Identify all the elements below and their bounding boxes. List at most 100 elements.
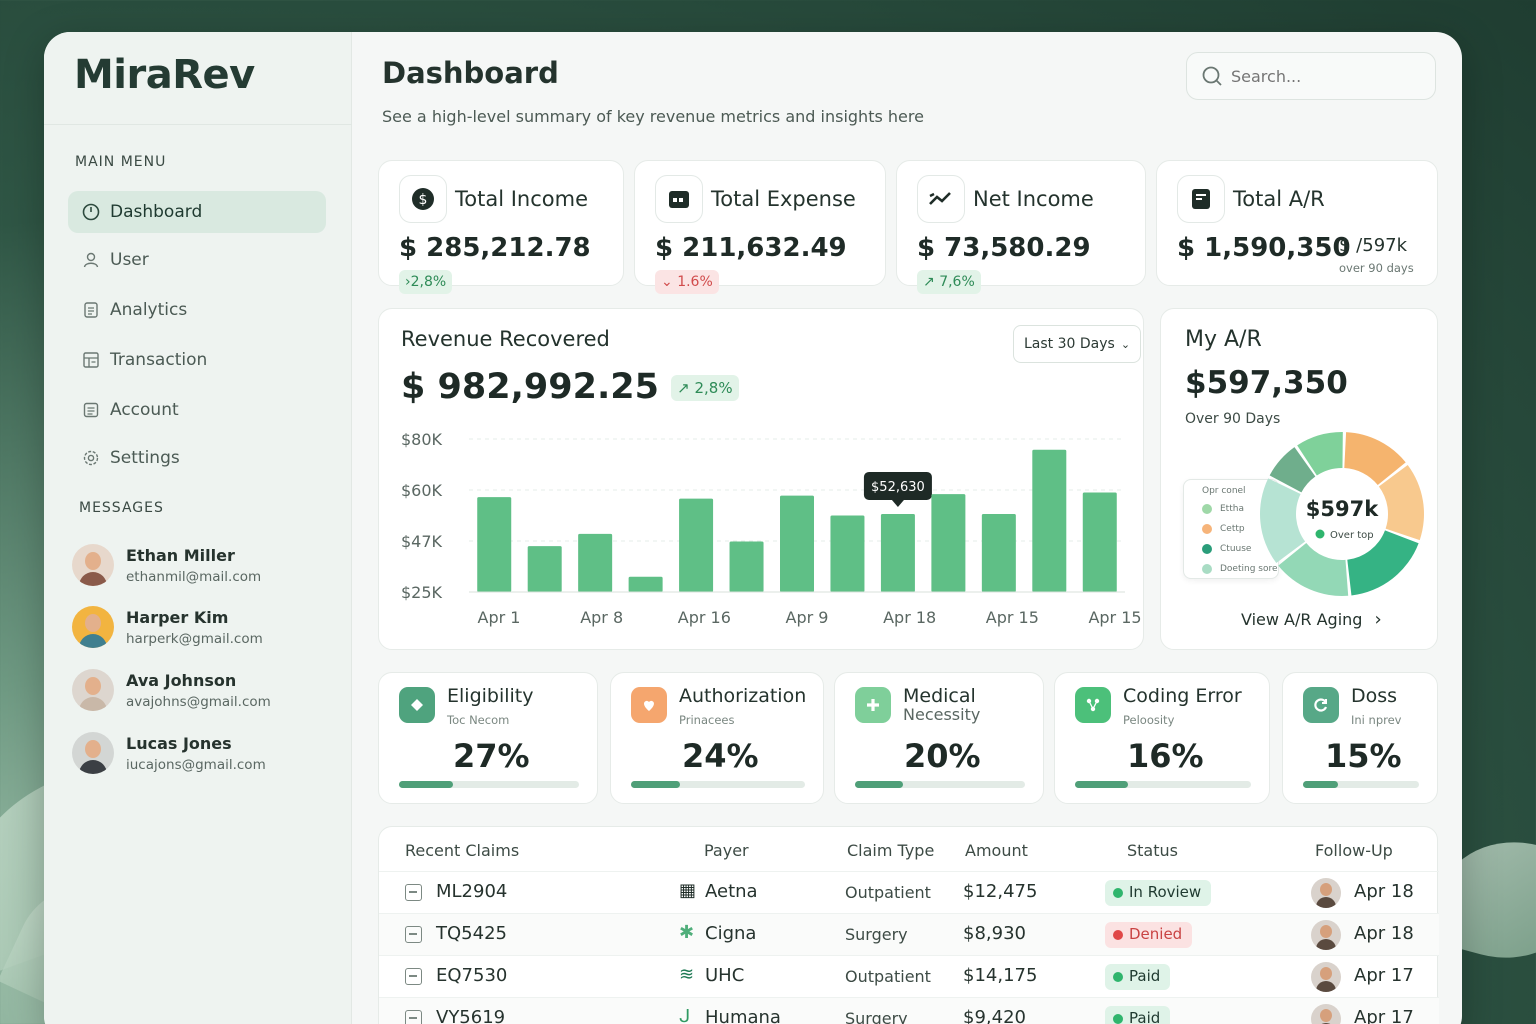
- payer-logo-icon: ✱: [679, 922, 695, 943]
- sidebar-item-settings[interactable]: Settings: [68, 437, 326, 479]
- stat-subtitle: Peloosity: [1123, 713, 1175, 727]
- chevron-down-icon: ⌄: [1120, 337, 1131, 351]
- message-item[interactable]: Ethan Miller ethanmil@mail.com: [72, 544, 261, 586]
- x-tick-label: Apr 9: [786, 608, 829, 627]
- chart-bar[interactable]: [1032, 449, 1067, 592]
- message-email: ethanmil@mail.com: [126, 568, 262, 585]
- chart-bar[interactable]: [628, 576, 663, 592]
- payer-name: UHC: [705, 965, 745, 986]
- donut-segment[interactable]: [1347, 530, 1419, 596]
- search-input[interactable]: [1231, 66, 1421, 86]
- donut-segment[interactable]: [1297, 432, 1343, 476]
- chart-bar[interactable]: [931, 494, 966, 592]
- status-badge: Paid: [1105, 964, 1171, 990]
- stat-card-authorization[interactable]: Authorization Prinacees 24%: [610, 672, 824, 804]
- stat-card-eligibility[interactable]: Eligibility Toc Necom 27%: [378, 672, 598, 804]
- donut-segment[interactable]: [1269, 447, 1316, 493]
- x-tick-label: Apr 18: [883, 608, 936, 627]
- sidebar-item-account[interactable]: Account: [68, 389, 326, 431]
- row-checkbox[interactable]: [405, 1010, 422, 1024]
- kpi-amount: $ 285,212.78: [399, 233, 591, 263]
- claim-id: TQ5425: [436, 923, 507, 944]
- revenue-amount: $ 982,992.25: [401, 367, 659, 407]
- date-range-dropdown[interactable]: Last 30 Days ⌄: [1013, 325, 1142, 363]
- avatar: [72, 732, 114, 774]
- legend-item: Ctuuse: [1202, 544, 1251, 554]
- kpi-value: $ 73,580.29 ↗ 7,6%: [917, 233, 1145, 294]
- table-row[interactable]: EQ7530 ≋ UHC Outpatient $14,175 Paid Apr…: [379, 955, 1439, 997]
- sidebar-item-dashboard[interactable]: Dashboard: [68, 191, 326, 233]
- main-content: Dashboard See a high-level summary of ke…: [352, 32, 1462, 1024]
- payer-logo-icon: ▦: [679, 880, 697, 901]
- chart-bar[interactable]: [477, 497, 512, 592]
- table-row[interactable]: VY5619 ᒍ Humana Surgery $9,420 Paid Apr …: [379, 997, 1439, 1024]
- dropdown-label: Last 30 Days: [1024, 336, 1115, 352]
- sidebar-item-analytics[interactable]: Analytics: [68, 289, 326, 331]
- stat-card-medical[interactable]: Medical Necessity 20%: [834, 672, 1044, 804]
- legend-label: Ettha: [1220, 504, 1244, 514]
- row-checkbox[interactable]: [405, 926, 422, 943]
- column-header: Follow-Up: [1315, 841, 1393, 860]
- table-row[interactable]: TQ5425 ✱ Cigna Surgery $8,930 Denied Apr…: [379, 913, 1439, 955]
- stat-card-coding-error[interactable]: Coding Error Peloosity 16%: [1054, 672, 1270, 804]
- y-tick-label: $80K: [401, 430, 443, 449]
- row-checkbox[interactable]: [405, 968, 422, 985]
- message-item[interactable]: Lucas Jones iucajons@gmail.com: [72, 732, 266, 774]
- revenue-change-badge: ↗ 2,8%: [671, 375, 739, 401]
- chart-bar[interactable]: [1082, 492, 1117, 592]
- sidebar-item-transaction[interactable]: Transaction: [68, 339, 326, 381]
- row-checkbox[interactable]: [405, 884, 422, 901]
- chart-bar[interactable]: [729, 541, 764, 592]
- legend-swatch: [1202, 564, 1212, 574]
- chart-bar[interactable]: [880, 513, 915, 592]
- donut-segment[interactable]: [1278, 542, 1349, 596]
- kpi-amount: $ 73,580.29: [917, 233, 1091, 263]
- message-item[interactable]: Ava Johnson avajohns@gmail.com: [72, 669, 271, 711]
- payer-name: Aetna: [705, 881, 758, 902]
- chart-bar[interactable]: [679, 498, 714, 592]
- trend-icon: [917, 175, 965, 223]
- eligibility-icon: [399, 687, 435, 723]
- donut-segment[interactable]: [1344, 432, 1406, 486]
- chart-bar[interactable]: [780, 495, 814, 592]
- table-row[interactable]: ML2904 ▦ Aetna Outpatient $12,475 In Rov…: [379, 871, 1439, 913]
- kpi-value: $ 1,590,350: [1177, 233, 1351, 263]
- kpi-change-badge: ⌄ 1.6%: [655, 270, 719, 294]
- search-box[interactable]: [1186, 52, 1436, 100]
- analytics-icon: [84, 302, 98, 318]
- stat-card-doss[interactable]: Doss Ini nprev 15%: [1282, 672, 1438, 804]
- x-tick-label: Apr 16: [678, 608, 731, 627]
- status-badge: Paid: [1105, 1006, 1171, 1024]
- view-ar-aging-link[interactable]: View A/R Aging ›: [1241, 609, 1382, 630]
- claim-type: Outpatient: [845, 967, 931, 986]
- donut-segment[interactable]: [1260, 478, 1306, 564]
- sidebar: MiraRev MAIN MENU Dashboard User Analyti…: [44, 32, 352, 1024]
- chart-bar[interactable]: [981, 513, 1016, 592]
- stat-title: Authorization: [679, 685, 807, 707]
- chart-bar[interactable]: [527, 546, 562, 592]
- y-tick-label: $60K: [401, 481, 443, 500]
- y-tick-label: $25K: [401, 583, 443, 602]
- kpi-card-total-expense: Total Expense $ 211,632.49 ⌄ 1.6%: [634, 160, 886, 294]
- stat-progress-bar: [631, 781, 805, 788]
- message-item[interactable]: Harper Kim harperk@gmail.com: [72, 606, 263, 648]
- chart-bar[interactable]: [578, 533, 613, 592]
- donut-center-value: $597k: [1306, 497, 1379, 521]
- donut-segment[interactable]: [1378, 464, 1424, 541]
- status-badge: Denied: [1105, 922, 1193, 948]
- sidebar-item-label: Settings: [110, 448, 180, 468]
- chart-title: Revenue Recovered: [401, 327, 610, 351]
- chart-bar[interactable]: [830, 515, 865, 593]
- refresh-icon: [1303, 687, 1339, 723]
- stat-progress-fill: [631, 781, 680, 788]
- sidebar-item-user[interactable]: User: [68, 239, 326, 281]
- kpi-side-value: $ /597k: [1339, 235, 1408, 256]
- x-tick-label: Apr 15: [1088, 608, 1141, 627]
- claim-amount: $12,475: [963, 881, 1038, 902]
- message-sender: Harper Kim: [126, 607, 229, 627]
- stat-subtitle: Ini nprev: [1351, 713, 1402, 727]
- follow-up-date: Apr 18: [1354, 881, 1414, 902]
- dollar-icon: $: [399, 175, 447, 223]
- donut-center-sub: Over top: [1330, 530, 1374, 541]
- sidebar-item-label: Account: [110, 400, 179, 420]
